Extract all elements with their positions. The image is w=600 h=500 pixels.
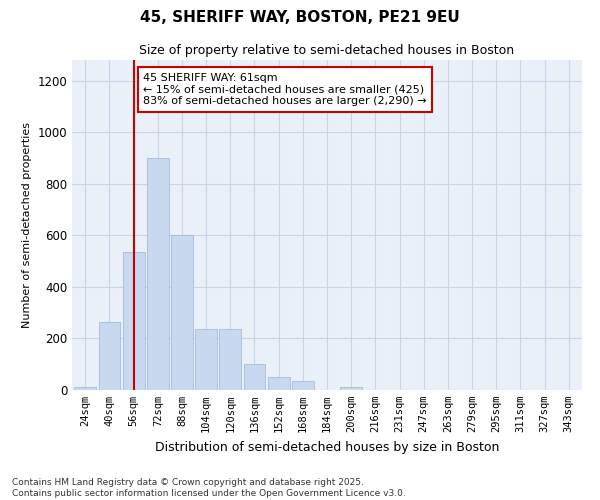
Bar [98,322,121,390]
Bar [171,236,193,390]
Bar [340,388,362,390]
Bar [244,364,265,390]
Text: 45 SHERIFF WAY: 61sqm
← 15% of semi-detached houses are smaller (425)
83% of sem: 45 SHERIFF WAY: 61sqm ← 15% of semi-deta… [143,73,427,106]
Title: Size of property relative to semi-detached houses in Boston: Size of property relative to semi-detach… [139,44,515,58]
Bar [123,252,145,390]
Bar [268,377,290,390]
X-axis label: Distribution of semi-detached houses by size in Boston: Distribution of semi-detached houses by … [155,440,499,454]
Bar [195,330,217,390]
Bar [74,388,96,390]
Bar [220,330,241,390]
Text: Contains HM Land Registry data © Crown copyright and database right 2025.
Contai: Contains HM Land Registry data © Crown c… [12,478,406,498]
Bar [147,158,169,390]
Text: 45, SHERIFF WAY, BOSTON, PE21 9EU: 45, SHERIFF WAY, BOSTON, PE21 9EU [140,10,460,25]
Bar [292,381,314,390]
Y-axis label: Number of semi-detached properties: Number of semi-detached properties [22,122,32,328]
